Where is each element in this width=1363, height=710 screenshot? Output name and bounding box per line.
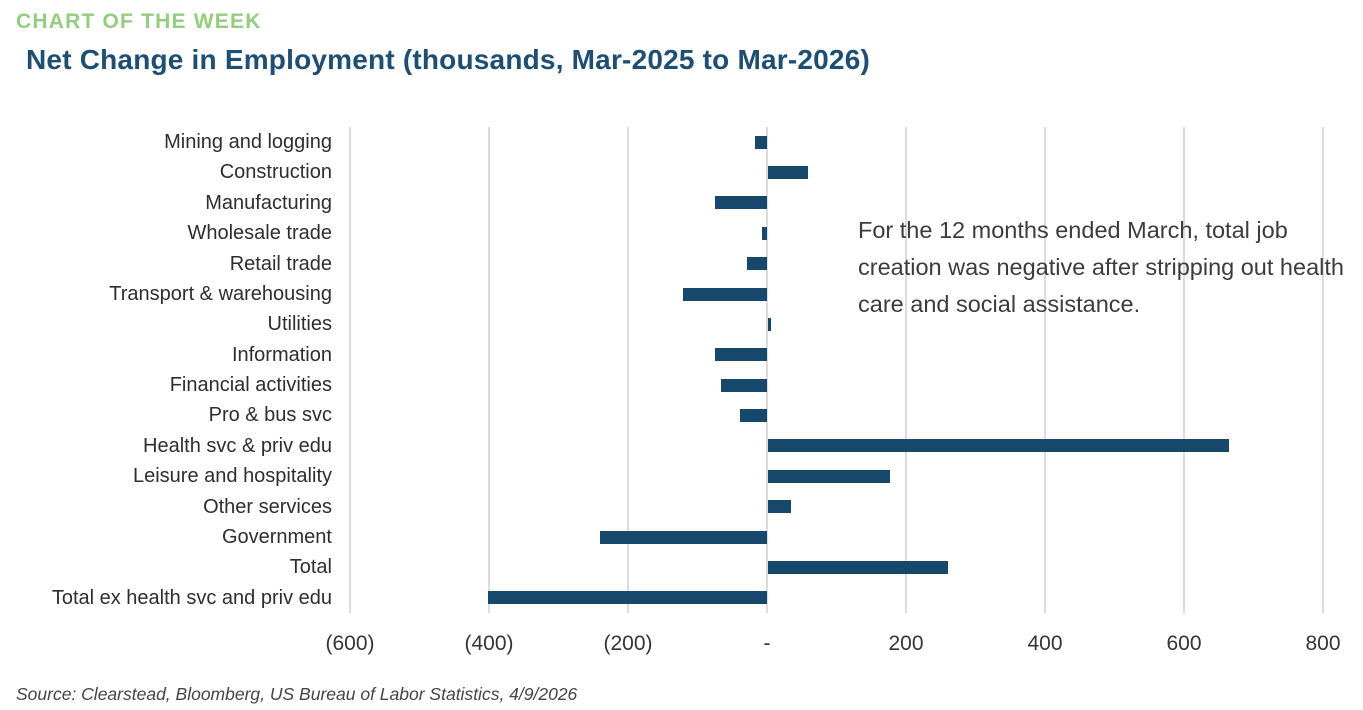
category-label: Pro & bus svc: [208, 404, 332, 427]
bar: [746, 257, 767, 271]
bar: [768, 439, 1229, 453]
category-label: Manufacturing: [205, 191, 332, 214]
x-tick-label: (400): [464, 632, 514, 655]
bar: [762, 226, 767, 240]
gridline: [1044, 127, 1046, 613]
gridline: [766, 127, 768, 613]
x-tick-label: 600: [1166, 632, 1202, 655]
x-tick-label: (200): [603, 632, 653, 655]
category-label: Financial activities: [169, 374, 332, 396]
x-tick-label: -: [763, 632, 771, 655]
category-label: Utilities: [267, 313, 332, 336]
source-citation: Source: Clearstead, Bloomberg, US Bureau…: [16, 684, 578, 704]
category-label: Other services: [203, 495, 332, 518]
category-label: Leisure and hospitality: [132, 465, 332, 488]
category-label: Construction: [219, 161, 332, 184]
bar: [487, 591, 767, 605]
bar: [714, 348, 767, 362]
x-tick-label: (600): [325, 632, 375, 655]
eyebrow-label: CHART OF THE WEEK: [16, 10, 262, 33]
bar: [600, 530, 767, 544]
gridline: [349, 127, 351, 613]
category-label: Transport & warehousing: [109, 282, 332, 305]
bar: [768, 317, 771, 331]
gridline: [627, 127, 629, 613]
category-label: Mining and logging: [164, 131, 332, 153]
category-label: Government: [221, 525, 332, 548]
page-title: Net Change in Employment (thousands, Mar…: [26, 44, 870, 75]
gridline: [1183, 127, 1185, 613]
gridline: [905, 127, 907, 613]
category-label: Retail trade: [229, 252, 332, 275]
x-tick-label: 800: [1305, 632, 1341, 655]
chart-annotation: For the 12 months ended March, total job…: [858, 217, 1344, 317]
bar: [768, 500, 791, 514]
bar: [768, 560, 948, 574]
bar: [682, 287, 767, 301]
category-label: Total: [289, 556, 332, 579]
x-tick-label: 200: [888, 632, 924, 655]
category-label: Wholesale trade: [187, 222, 332, 245]
gridline: [1322, 127, 1324, 613]
bar: [768, 166, 808, 180]
category-label: Health svc & priv edu: [143, 434, 332, 457]
category-label: Information: [231, 343, 332, 366]
bar: [714, 196, 767, 210]
bar: [721, 378, 767, 392]
bar: [768, 469, 890, 483]
bar: [739, 409, 767, 423]
gridline: [488, 127, 490, 613]
x-tick-label: 400: [1027, 632, 1063, 655]
category-label: Total ex health svc and priv edu: [51, 586, 332, 609]
bar: [755, 135, 767, 149]
